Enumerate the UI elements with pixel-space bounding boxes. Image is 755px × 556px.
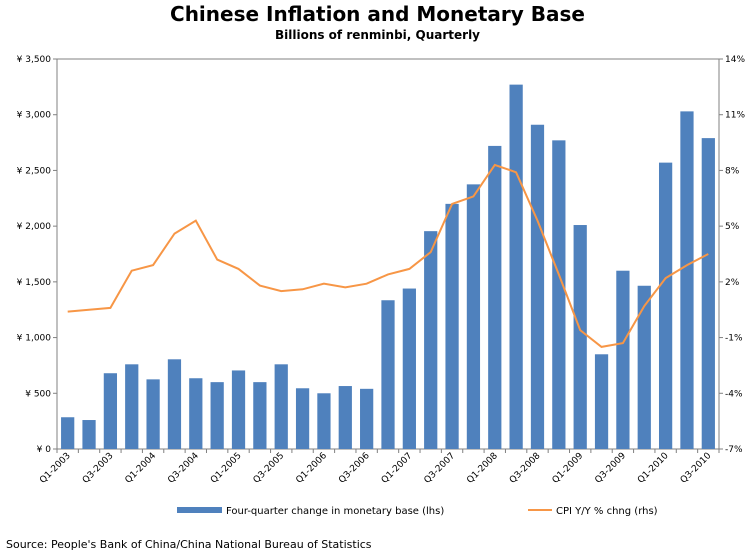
bar (231, 370, 246, 449)
legend: Four-quarter change in monetary base (lh… (177, 506, 658, 517)
left-tick-label: ¥ 1,500 (17, 278, 52, 288)
left-tick-label: ¥ 3,500 (17, 55, 52, 65)
x-axis: Q1-2003 Q3-2003 Q1-2004 Q3-2004 Q1-2005 Q3-20… (38, 449, 720, 486)
bar (402, 288, 416, 449)
bar (509, 84, 523, 449)
bar (295, 388, 310, 449)
bar (616, 270, 630, 449)
bar (466, 184, 481, 449)
x-tick-label: Q1-2008 (465, 451, 500, 486)
x-tick-label: Q3-2008 (508, 451, 543, 486)
left-tick-label: ¥ 2,500 (17, 166, 52, 176)
left-tick-label: ¥ 2,000 (17, 222, 52, 232)
bar (253, 382, 267, 449)
chart-title: Chinese Inflation and Monetary Base (170, 2, 585, 26)
right-tick-label: -4% (725, 389, 743, 399)
bar (552, 140, 566, 450)
x-tick-label: Q1-2004 (124, 451, 159, 486)
bar (701, 138, 715, 449)
left-tick-label: ¥ 500 (25, 389, 51, 399)
bar (125, 364, 139, 449)
cpi-line (67, 163, 709, 348)
bar-series (61, 84, 715, 450)
bar (594, 354, 609, 449)
legend-bar-swatch (177, 507, 222, 513)
source-note: Source: People's Bank of China/China Nat… (6, 538, 372, 551)
x-tick-label: Q3-2005 (252, 451, 287, 486)
x-tick-label: Q1-2005 (209, 451, 244, 486)
x-tick-label: Q1-2006 (294, 451, 329, 486)
left-tick-label: ¥ 0 (37, 445, 52, 455)
x-tick-label: Q3-2003 (81, 451, 116, 486)
bar (530, 124, 545, 449)
x-tick-label: Q1-2010 (636, 451, 671, 486)
line-series (67, 163, 709, 348)
bar (680, 111, 694, 449)
right-tick-label: 5% (725, 222, 740, 232)
x-tick-label: Q1-2009 (551, 451, 586, 486)
bar (82, 420, 96, 449)
x-tick-label: Q3-2010 (679, 451, 714, 486)
bar (317, 393, 331, 449)
bar (167, 359, 182, 449)
left-tick-label: ¥ 1,000 (17, 334, 52, 344)
x-tick-label: Q3-2007 (423, 451, 458, 486)
bar (61, 417, 75, 449)
left-tick-label: ¥ 3,000 (17, 111, 52, 121)
bar (658, 162, 673, 449)
right-tick-label: -7% (725, 445, 743, 455)
right-tick-label: 14% (725, 55, 745, 65)
right-tick-label: 2% (725, 278, 740, 288)
right-tick-label: 8% (725, 166, 740, 176)
x-tick-label: Q3-2004 (166, 451, 201, 486)
right-tick-label: -1% (725, 334, 743, 344)
bar (381, 300, 395, 449)
bar (360, 388, 374, 449)
bar (488, 145, 502, 449)
bar (424, 231, 438, 449)
bar (210, 382, 224, 449)
chart-subtitle: Billions of renminbi, Quarterly (274, 28, 481, 42)
bar (274, 364, 288, 449)
right-axis: -7% -4% -1% 2% 5% 8% 11% 14% (719, 55, 745, 455)
x-tick-label: Q3-2009 (593, 451, 628, 486)
x-tick-label: Q1-2003 (38, 451, 73, 486)
bar (146, 379, 160, 449)
bar (445, 203, 459, 449)
x-tick-label: Q1-2007 (380, 451, 415, 486)
legend-line-label: CPI Y/Y % chng (rhs) (556, 506, 658, 517)
bar (338, 386, 352, 449)
bar (637, 285, 651, 449)
bar (103, 373, 118, 449)
left-axis: ¥ 0 ¥ 500 ¥ 1,000 ¥ 1,500 ¥ 2,000 ¥ 2,500 ¥ 3,… (17, 55, 57, 455)
right-tick-label: 11% (725, 111, 745, 121)
legend-bar-label: Four-quarter change in monetary base (lh… (226, 506, 444, 517)
bar (573, 225, 587, 449)
bar (189, 378, 203, 449)
x-tick-label: Q3-2006 (337, 451, 372, 486)
